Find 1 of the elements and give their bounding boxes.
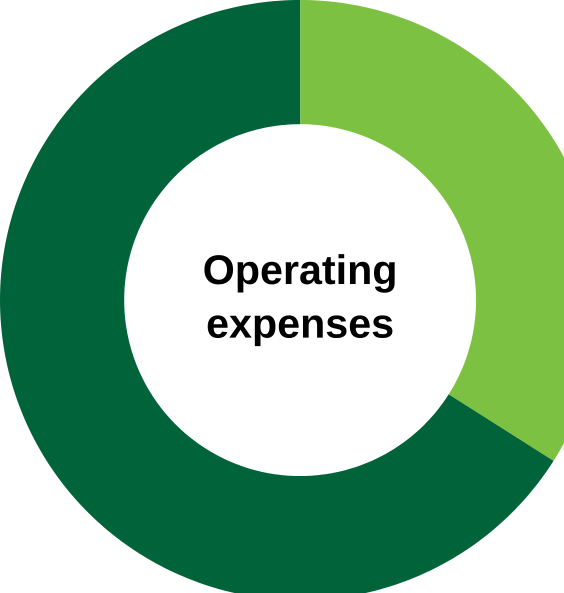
text: Operating expenses (204, 254, 395, 346)
